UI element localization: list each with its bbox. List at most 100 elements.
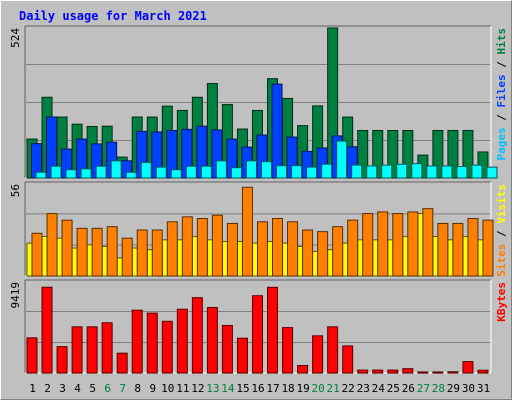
bar-sites-day-1 <box>31 232 43 277</box>
bar-hits-day-30 <box>462 129 474 179</box>
bar-sites-day-8 <box>136 229 148 277</box>
legend-label-part: / <box>495 108 508 128</box>
bar-pages-day-24 <box>381 164 393 179</box>
x-tick-label-day-28: 28 <box>432 382 445 395</box>
x-tick-label-day-13: 13 <box>206 382 219 395</box>
bar-hits-day-28 <box>432 129 444 179</box>
bar-pages-day-25 <box>396 163 408 179</box>
bar-pages-day-26 <box>411 163 423 179</box>
bar-hits-day-26 <box>402 129 414 179</box>
bar-sites-day-7 <box>121 237 133 277</box>
bar-sites-day-19 <box>302 229 314 277</box>
x-tick-label-day-7: 7 <box>119 382 126 395</box>
bar-files-day-17 <box>271 83 283 179</box>
bar-sites-day-16 <box>256 221 268 277</box>
x-tick-label-day-23: 23 <box>357 382 370 395</box>
bar-pages-day-5 <box>95 165 107 179</box>
bar-pages-day-7 <box>125 171 137 179</box>
bar-pages-day-28 <box>441 165 453 179</box>
bar-pages-day-14 <box>230 167 242 179</box>
bar-pages-day-22 <box>351 164 363 179</box>
bar-sites-day-17 <box>272 218 284 277</box>
bar-pages-day-15 <box>245 160 257 179</box>
panel-visits-sites-max-label: 56 <box>9 184 22 197</box>
bar-kbytes-day-20 <box>312 335 324 374</box>
x-tick-label-day-9: 9 <box>149 382 156 395</box>
bar-pages-day-17 <box>276 165 288 179</box>
bar-kbytes-day-24 <box>372 369 384 374</box>
x-tick-label-day-12: 12 <box>191 382 204 395</box>
bar-sites-day-20 <box>317 231 329 277</box>
bar-pages-day-16 <box>260 161 272 179</box>
x-tick-label-day-14: 14 <box>221 382 235 395</box>
bar-kbytes-day-25 <box>387 369 399 374</box>
bar-sites-day-11 <box>181 216 193 277</box>
bar-kbytes-day-18 <box>282 327 294 374</box>
x-tick-label-day-25: 25 <box>387 382 400 395</box>
bar-sites-day-6 <box>106 226 118 277</box>
bar-kbytes-day-2 <box>41 286 53 374</box>
bar-sites-day-31 <box>482 219 494 277</box>
bar-pages-day-2 <box>50 165 62 179</box>
bar-sites-day-24 <box>377 211 389 277</box>
bar-pages-day-10 <box>170 169 182 179</box>
x-tick-label-day-20: 20 <box>312 382 325 395</box>
bar-sites-day-27 <box>422 208 434 277</box>
panel-hits-files-pages-max-label: 524 <box>9 28 22 48</box>
x-tick-label-day-24: 24 <box>372 382 386 395</box>
panel-hits-files-pages-legend-label: Pages / Files / Hits <box>495 28 508 161</box>
bar-hits-day-29 <box>447 129 459 179</box>
legend-label-part: / <box>495 55 508 75</box>
x-tick-label-day-10: 10 <box>161 382 174 395</box>
panel-visits-sites-legend-label: Sites / Visits <box>495 184 508 277</box>
legend-label-part: Files <box>495 74 508 107</box>
bar-kbytes-day-19 <box>297 364 309 374</box>
bar-sites-day-13 <box>211 214 223 277</box>
x-tick-label-day-5: 5 <box>89 382 96 395</box>
legend-label-part: / <box>495 224 508 244</box>
bar-sites-day-28 <box>437 222 449 277</box>
legend-label-part: Hits <box>495 28 508 55</box>
bar-pages-day-13 <box>215 160 227 179</box>
bar-pages-day-3 <box>65 169 77 179</box>
bar-kbytes-day-11 <box>176 308 188 374</box>
bar-hits-day-25 <box>387 129 399 179</box>
x-tick-label-day-17: 17 <box>266 382 279 395</box>
bar-pages-day-29 <box>456 166 468 179</box>
bar-sites-day-30 <box>467 218 479 277</box>
bar-kbytes-day-5 <box>86 326 98 374</box>
x-tick-label-day-26: 26 <box>402 382 415 395</box>
legend-label-part: Sites <box>495 244 508 277</box>
bar-sites-day-25 <box>392 213 404 277</box>
bar-kbytes-day-21 <box>327 326 339 374</box>
bar-kbytes-day-4 <box>71 326 83 374</box>
bar-pages-day-23 <box>366 165 378 179</box>
bar-sites-day-5 <box>91 227 103 277</box>
x-tick-label-day-11: 11 <box>176 382 189 395</box>
bar-kbytes-day-30 <box>462 361 474 374</box>
bar-kbytes-day-26 <box>402 368 414 374</box>
bar-kbytes-day-8 <box>131 309 143 374</box>
bar-sites-day-12 <box>196 218 208 277</box>
bar-kbytes-day-9 <box>146 312 158 374</box>
legend-label-part: Pages <box>495 127 508 160</box>
x-tick-label-day-15: 15 <box>236 382 249 395</box>
bar-sites-day-14 <box>226 222 238 277</box>
bar-hits-day-24 <box>372 129 384 179</box>
legend-label-part: Visits <box>495 184 508 224</box>
bar-kbytes-day-13 <box>206 306 218 374</box>
bar-kbytes-day-31 <box>477 369 489 374</box>
bar-sites-day-29 <box>452 222 464 277</box>
bar-pages-day-31 <box>486 166 498 179</box>
bar-pages-day-8 <box>140 162 152 179</box>
bar-kbytes-day-3 <box>56 346 68 374</box>
bar-sites-day-9 <box>151 229 163 277</box>
x-tick-label-day-1: 1 <box>29 382 36 395</box>
bar-kbytes-day-12 <box>191 297 203 374</box>
bar-pages-day-6 <box>110 160 122 179</box>
bar-kbytes-day-29 <box>447 371 459 374</box>
bar-sites-day-4 <box>76 227 88 277</box>
bar-pages-day-9 <box>155 166 167 179</box>
bar-sites-day-10 <box>166 221 178 277</box>
bar-kbytes-day-27 <box>417 371 429 374</box>
